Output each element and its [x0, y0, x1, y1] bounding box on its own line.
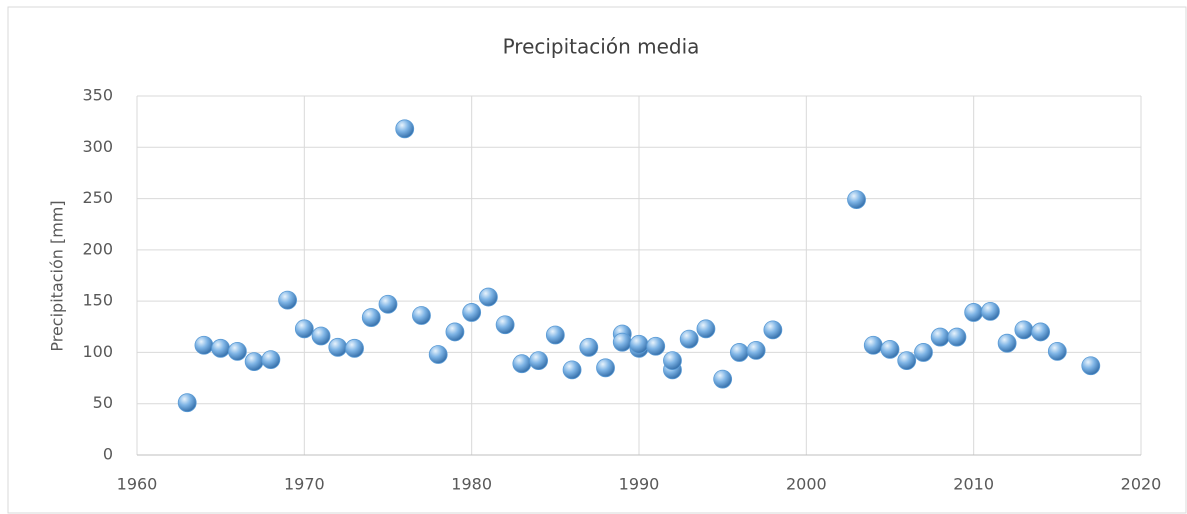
data-point: [412, 306, 431, 325]
data-point: [478, 287, 498, 307]
y-tick-label: 100: [82, 342, 113, 361]
x-tick-label: 2020: [1121, 475, 1162, 494]
data-point: [947, 327, 967, 347]
data-point: [194, 335, 214, 355]
data-point: [1031, 322, 1050, 342]
data-point: [713, 369, 733, 389]
x-tick-label: 2010: [953, 475, 994, 494]
x-tick-label: 1980: [451, 475, 492, 494]
data-point: [244, 352, 264, 372]
chart-frame: [7, 6, 1187, 514]
x-tick-label: 1990: [619, 475, 660, 494]
data-point: [612, 332, 632, 352]
x-tick-label: 2000: [786, 475, 827, 494]
y-tick-label: 150: [82, 291, 113, 310]
data-point: [261, 350, 281, 370]
data-point: [679, 329, 699, 349]
data-point: [746, 340, 766, 360]
data-point: [847, 190, 866, 209]
data-point: [897, 351, 917, 371]
data-point: [545, 325, 565, 345]
data-point: [579, 337, 599, 357]
y-tick-label: 250: [82, 188, 113, 207]
data-point: [328, 337, 348, 357]
data-point: [211, 338, 231, 358]
data-point: [445, 322, 465, 342]
data-point: [914, 343, 933, 362]
x-tick-label: 1960: [117, 475, 158, 494]
x-tick-label: 1970: [284, 475, 325, 494]
data-point: [395, 119, 415, 139]
data-point: [294, 319, 314, 339]
data-point: [1081, 356, 1101, 376]
data-point: [562, 360, 582, 380]
data-point: [495, 315, 515, 335]
y-tick-label: 300: [82, 137, 113, 156]
data-point: [981, 301, 1000, 321]
data-point: [177, 393, 197, 413]
data-point: [863, 335, 883, 355]
chart-title: Precipitación media: [503, 35, 700, 59]
data-point: [596, 358, 615, 378]
data-point: [964, 303, 984, 322]
data-point: [512, 354, 532, 374]
data-point: [997, 333, 1017, 353]
data-point: [763, 320, 783, 340]
data-point: [462, 303, 482, 322]
data-point: [311, 326, 331, 346]
data-point: [428, 345, 448, 364]
data-point: [730, 343, 749, 362]
y-tick-label: 0: [103, 445, 113, 464]
y-tick-label: 350: [82, 86, 113, 105]
data-point: [529, 351, 548, 371]
data-point: [361, 308, 381, 327]
data-point: [1047, 342, 1067, 361]
y-tick-label: 50: [93, 393, 113, 412]
data-point: [227, 342, 247, 361]
data-point: [930, 327, 950, 347]
data-point: [345, 338, 364, 358]
data-point: [646, 336, 666, 356]
data-point: [378, 294, 398, 314]
data-point: [696, 319, 716, 339]
data-point: [663, 351, 682, 371]
y-axis-label: Precipitación [mm]: [48, 200, 67, 351]
y-tick-label: 200: [82, 239, 113, 258]
data-point: [278, 290, 298, 310]
data-point: [629, 334, 649, 354]
data-point: [1014, 320, 1034, 340]
data-point: [880, 339, 900, 359]
